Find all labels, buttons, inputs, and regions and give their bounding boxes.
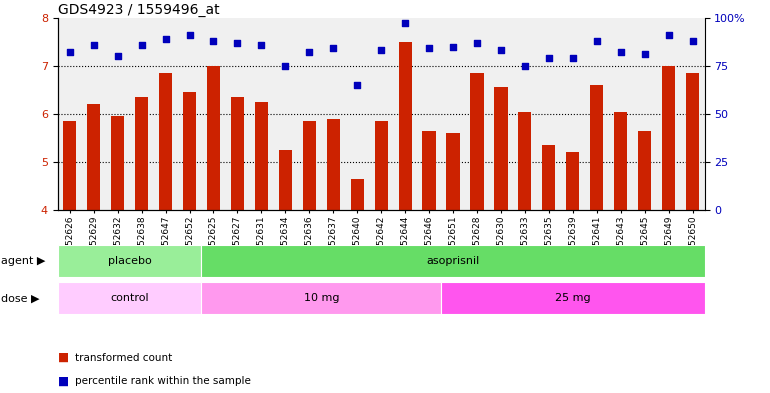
Point [614,49,627,55]
Bar [202,245,705,277]
Point [591,38,603,44]
Text: control: control [110,293,149,303]
Bar [202,282,441,314]
Point [470,40,483,46]
Bar [159,73,172,210]
Text: 25 mg: 25 mg [555,293,591,303]
Point [112,53,124,59]
Bar [638,131,651,210]
Point [423,45,435,51]
Bar [303,121,316,210]
Point [255,42,267,48]
Text: 10 mg: 10 mg [303,293,339,303]
Text: GDS4923 / 1559496_at: GDS4923 / 1559496_at [58,3,219,17]
Bar [63,121,76,210]
Point [159,36,172,42]
Point [447,43,459,50]
Text: transformed count: transformed count [75,353,172,363]
Bar [279,150,292,210]
Point [327,45,340,51]
Text: agent ▶: agent ▶ [1,256,45,266]
Bar [590,85,604,210]
Bar [423,131,436,210]
Point [567,55,579,61]
Point [519,62,531,69]
Point [88,42,100,48]
Bar [542,145,555,210]
Bar [518,112,531,210]
Point [303,49,316,55]
Text: ■: ■ [58,351,69,364]
Bar [231,97,244,210]
Bar [255,102,268,210]
Bar [183,92,196,210]
Bar [494,88,507,210]
Text: dose ▶: dose ▶ [1,293,39,303]
Point [375,47,387,53]
Point [136,42,148,48]
Text: asoprisnil: asoprisnil [427,256,480,266]
Point [280,62,292,69]
Point [351,82,363,88]
Point [231,40,243,46]
Point [399,20,411,27]
Bar [350,179,363,210]
Bar [662,66,675,210]
Bar [614,112,628,210]
Bar [441,282,705,314]
Point [183,32,196,38]
Bar [111,116,124,210]
Bar [399,42,412,210]
Bar [374,121,388,210]
Bar [686,73,699,210]
Point [543,55,555,61]
Bar [87,104,100,210]
Bar [326,119,340,210]
Point [495,47,507,53]
Bar [58,245,202,277]
Text: ■: ■ [58,375,69,388]
Point [686,38,698,44]
Bar [566,152,579,210]
Bar [207,66,220,210]
Bar [58,282,202,314]
Point [207,38,219,44]
Text: placebo: placebo [108,256,152,266]
Point [638,51,651,57]
Text: percentile rank within the sample: percentile rank within the sample [75,376,250,386]
Bar [135,97,148,210]
Point [64,49,76,55]
Bar [447,133,460,210]
Bar [470,73,484,210]
Point [662,32,675,38]
